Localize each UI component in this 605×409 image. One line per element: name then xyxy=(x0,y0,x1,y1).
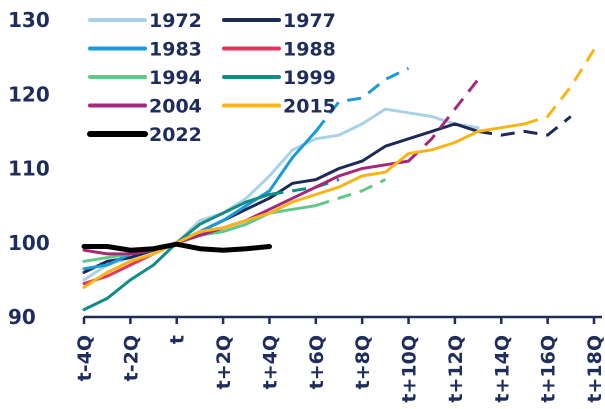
series-projection-1977 xyxy=(477,115,572,137)
series-layer xyxy=(81,48,596,312)
legend-label-1999: 1999 xyxy=(283,67,336,89)
y-tick-label: 130 xyxy=(8,8,50,32)
x-tick-label-t-4q: t-4Q xyxy=(74,335,96,381)
legend-label-1994: 1994 xyxy=(149,67,202,89)
x-tick-label-t-2q: t+2Q xyxy=(213,335,235,389)
x-tick-label-t-12q: t+12Q xyxy=(445,335,467,403)
legend-label-2004: 2004 xyxy=(149,96,202,118)
legend-label-1972: 1972 xyxy=(149,10,202,32)
legend-label-1983: 1983 xyxy=(149,39,202,61)
y-tick-label: 90 xyxy=(8,305,36,329)
x-tick-label-t-6q: t+6Q xyxy=(306,335,328,389)
series-line-2004 xyxy=(82,159,410,256)
series-line-2022 xyxy=(81,241,272,253)
x-tick-label-t-2q: t-2Q xyxy=(120,335,142,381)
x-tick-label-t-10q: t+10Q xyxy=(399,335,421,403)
legend: 1972 1977 1983 1988 1994 1999 2004 2015 2022 xyxy=(87,10,336,146)
legend-label-1988: 1988 xyxy=(283,39,336,61)
series-projection-2015 xyxy=(524,48,596,126)
x-tick-label-t-4q: t+4Q xyxy=(259,335,281,389)
x-tick-label-t-14q: t+14Q xyxy=(491,335,513,403)
axes-layer: 90 100 110 120 130 t-4Q t-2Q t t+2Q t+4Q t+6Q t+8Q t… xyxy=(8,8,605,403)
y-tick-label: 120 xyxy=(8,82,50,106)
x-tick-label-t-16q: t+16Q xyxy=(538,335,560,403)
series-projection-2004 xyxy=(407,78,480,163)
x-tick-label-t-8q: t+8Q xyxy=(352,335,374,389)
x-tick-label-t: t xyxy=(167,335,189,344)
series-projection-1983 xyxy=(314,66,410,133)
x-tick-label-t-18q: t+18Q xyxy=(584,335,605,403)
legend-label-2015: 2015 xyxy=(283,96,336,118)
y-tick-label: 100 xyxy=(8,231,50,255)
legend-label-2022: 2022 xyxy=(149,124,202,146)
legend-label-1977: 1977 xyxy=(283,10,336,32)
y-tick-label: 110 xyxy=(8,157,50,181)
series-projection-1999 xyxy=(269,178,340,196)
series-line-2015 xyxy=(82,122,526,289)
series-projection-1994 xyxy=(315,178,387,208)
